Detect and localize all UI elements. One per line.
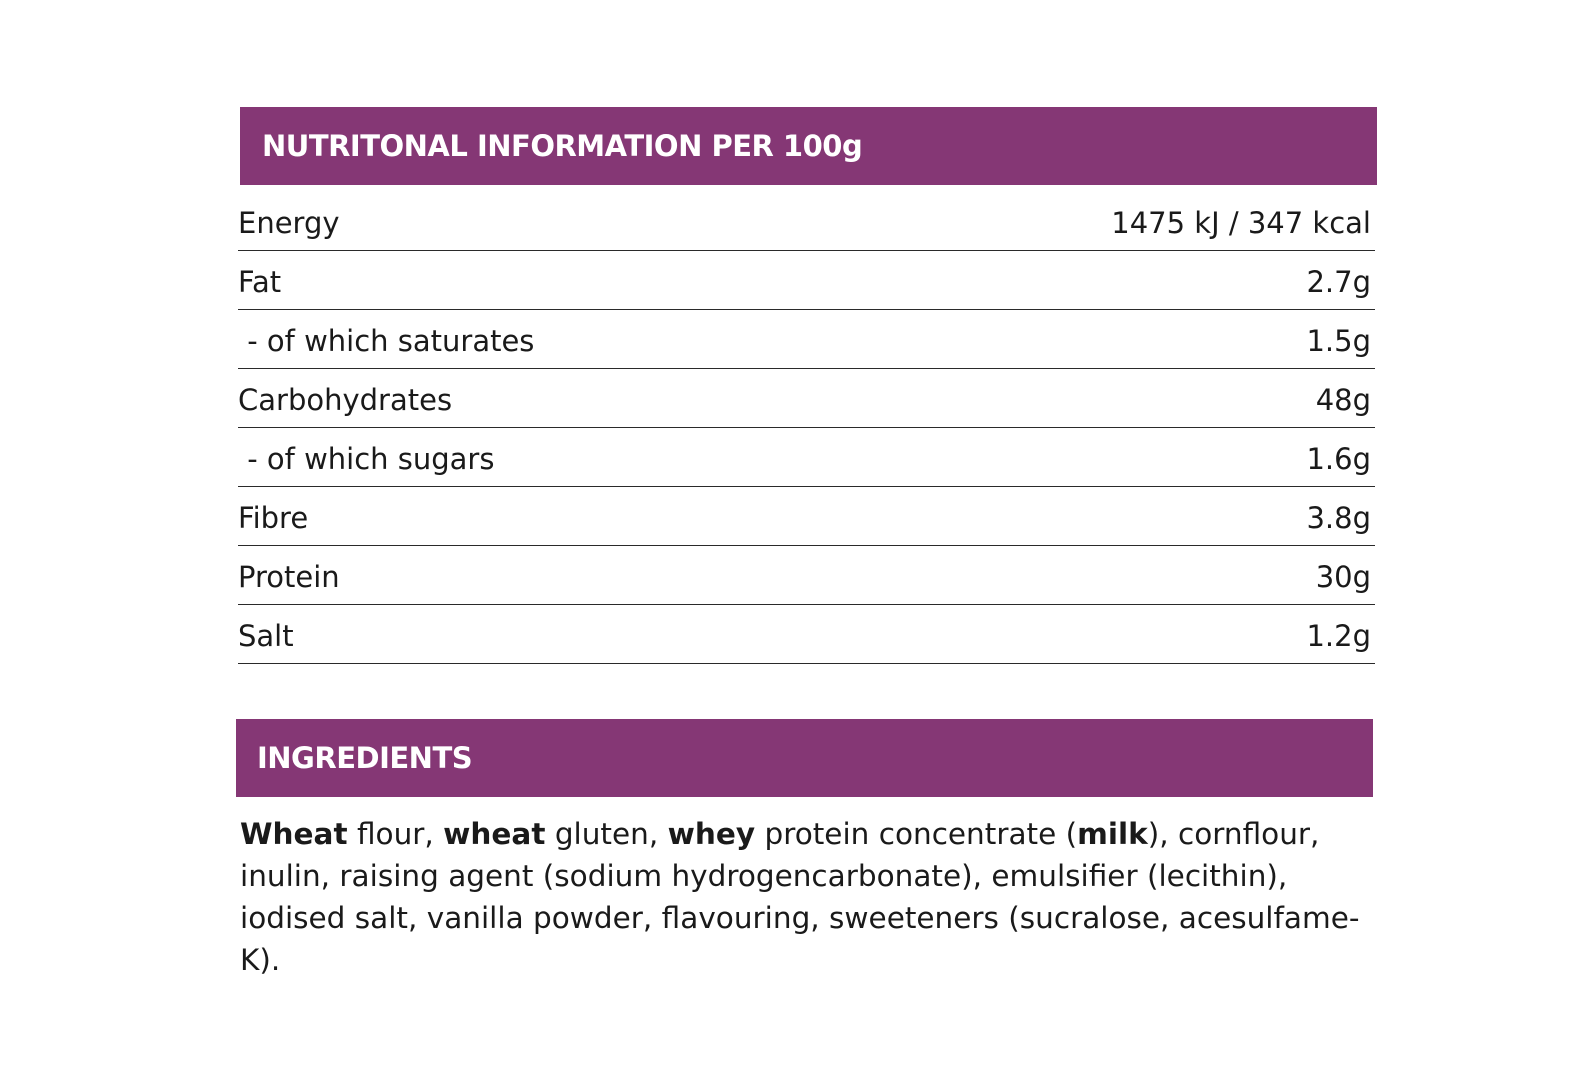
ingredient-text: flour, [347,817,444,851]
nutrition-row-fat: Fat 2.7g [238,251,1375,310]
nutrition-row-protein: Protein 30g [238,546,1375,605]
nutrition-row-fibre: Fibre 3.8g [238,487,1375,546]
nutrition-row-saturates: - of which saturates 1.5g [238,310,1375,369]
nutrient-value: 48g [1315,383,1371,417]
nutrient-label: Salt [238,619,294,653]
nutrition-row-sugars: - of which sugars 1.6g [238,428,1375,487]
nutrition-row-carbohydrates: Carbohydrates 48g [238,369,1375,428]
ingredient-text: protein concentrate ( [755,817,1078,851]
ingredient-allergen: Wheat [240,817,348,851]
nutrition-row-salt: Salt 1.2g [238,605,1375,664]
nutrient-label: Protein [238,560,340,594]
nutrition-header-text: NUTRITONAL INFORMATION PER 100g [262,129,863,163]
nutrition-header: NUTRITONAL INFORMATION PER 100g [240,107,1377,185]
ingredient-allergen: wheat [443,817,546,851]
ingredients-header-text: INGREDIENTS [257,741,473,775]
nutrient-value: 2.7g [1306,265,1371,299]
ingredient-allergen: milk [1077,817,1148,851]
ingredients-text: Wheat flour, wheat gluten, whey protein … [240,813,1380,981]
nutrition-row-energy: Energy 1475 kJ / 347 kcal [238,192,1375,251]
nutrient-label: Fat [238,265,282,299]
ingredient-allergen: whey [667,817,756,851]
ingredients-header: INGREDIENTS [236,719,1373,797]
nutrient-value: 30g [1315,560,1371,594]
ingredient-text: ), cornflour, inulin, raising agent (sod… [240,817,1360,977]
nutrient-label: - of which saturates [238,324,535,358]
nutrient-value: 1.2g [1306,619,1371,653]
nutrient-value: 1.5g [1306,324,1371,358]
nutrient-label: Carbohydrates [238,383,453,417]
nutrient-label: - of which sugars [238,442,495,476]
nutrient-value: 1475 kJ / 347 kcal [1111,206,1371,240]
nutrient-label: Energy [238,206,340,240]
ingredient-text: gluten, [545,817,668,851]
nutrient-value: 1.6g [1306,442,1371,476]
nutrient-value: 3.8g [1306,501,1371,535]
nutrient-label: Fibre [238,501,309,535]
